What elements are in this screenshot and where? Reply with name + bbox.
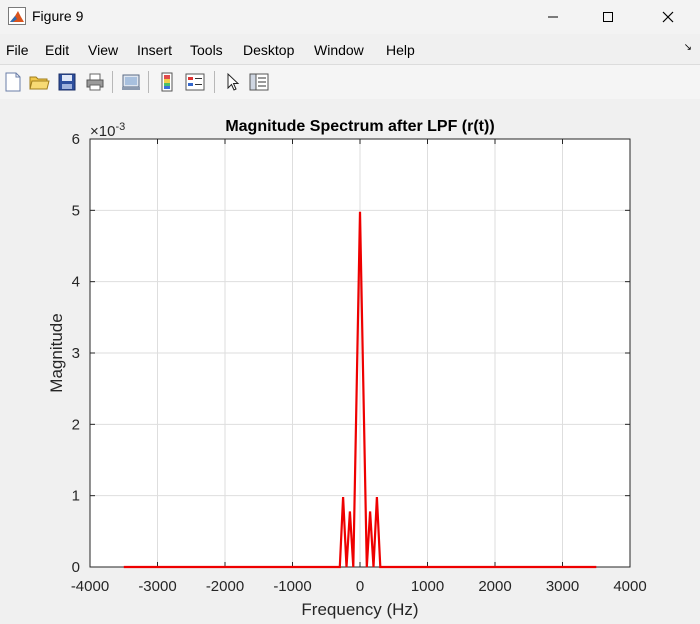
minimize-button[interactable] — [530, 0, 576, 34]
legend-icon[interactable] — [184, 71, 206, 93]
y-tick-label: 4 — [72, 274, 80, 291]
x-tick-label: -2000 — [206, 578, 244, 595]
menu-file[interactable]: File — [6, 42, 29, 58]
x-tick-label: 0 — [356, 578, 364, 595]
menu-edit[interactable]: Edit — [45, 42, 70, 58]
x-tick-label: 3000 — [546, 578, 579, 595]
menu-help[interactable]: Help — [386, 42, 415, 58]
close-button[interactable] — [645, 0, 691, 34]
maximize-icon — [603, 12, 613, 22]
y-tick-label: 0 — [72, 559, 80, 576]
y-tick-label: 2 — [72, 416, 80, 433]
toolbar-separator — [214, 71, 215, 93]
toolbar — [0, 64, 700, 100]
menu-tools[interactable]: Tools — [190, 42, 223, 58]
y-tick-label: 6 — [72, 131, 80, 148]
x-tick-label: 4000 — [613, 578, 646, 595]
pointer-icon[interactable] — [222, 71, 244, 93]
tick-marks — [89, 138, 631, 568]
maximize-button[interactable] — [585, 0, 631, 34]
figure-canvas[interactable]: -4000 -3000 -2000 -1000 0 1000 2000 3000 4000 0 1… — [0, 99, 700, 624]
y-tick-labels: 0 1 2 3 4 5 6 — [72, 131, 80, 576]
print-icon[interactable] — [84, 71, 106, 93]
plot-svg: -4000 -3000 -2000 -1000 0 1000 2000 3000 4000 0 1… — [47, 118, 647, 619]
x-tick-label: 2000 — [478, 578, 511, 595]
colorbar-icon[interactable] — [156, 71, 178, 93]
exponent-base: ×10 — [90, 123, 115, 140]
series-line — [123, 211, 597, 569]
y-tick-label: 1 — [72, 488, 80, 505]
dock-arrow-icon[interactable]: ↘ — [683, 42, 692, 53]
property-editor-icon[interactable] — [248, 71, 270, 93]
toolbar-separator — [148, 71, 149, 93]
exponent-power: -3 — [115, 121, 125, 133]
window-title: Figure 9 — [32, 8, 84, 24]
toolbar-separator — [112, 71, 113, 93]
exponent-label: ×10-3 — [90, 121, 125, 140]
menu-insert[interactable]: Insert — [137, 42, 173, 58]
menu-view[interactable]: View — [88, 42, 119, 58]
minimize-icon — [548, 16, 558, 18]
x-axis-label: Frequency (Hz) — [301, 600, 418, 619]
matlab-figure-icon — [8, 7, 26, 25]
new-figure-icon[interactable] — [2, 71, 24, 93]
chart-title: Magnitude Spectrum after LPF (r(t)) — [225, 118, 494, 135]
menu-desktop[interactable]: Desktop — [243, 42, 295, 58]
x-tick-label: -3000 — [138, 578, 176, 595]
menu-window[interactable]: Window — [314, 42, 364, 58]
close-icon — [662, 11, 674, 23]
title-bar: Figure 9 — [0, 0, 700, 34]
x-tick-label: -4000 — [71, 578, 109, 595]
x-tick-labels: -4000 -3000 -2000 -1000 0 1000 2000 3000 4000 — [71, 578, 647, 595]
y-axis-label: Magnitude — [47, 313, 66, 392]
y-tick-label: 5 — [72, 202, 80, 219]
x-tick-label: 1000 — [411, 578, 444, 595]
save-icon[interactable] — [56, 71, 78, 93]
x-tick-label: -1000 — [273, 578, 311, 595]
open-file-icon[interactable] — [28, 71, 50, 93]
y-tick-label: 3 — [72, 345, 80, 362]
link-plot-icon[interactable] — [120, 71, 142, 93]
menu-bar: File Edit View Insert Tools Desktop Wind… — [0, 35, 700, 63]
